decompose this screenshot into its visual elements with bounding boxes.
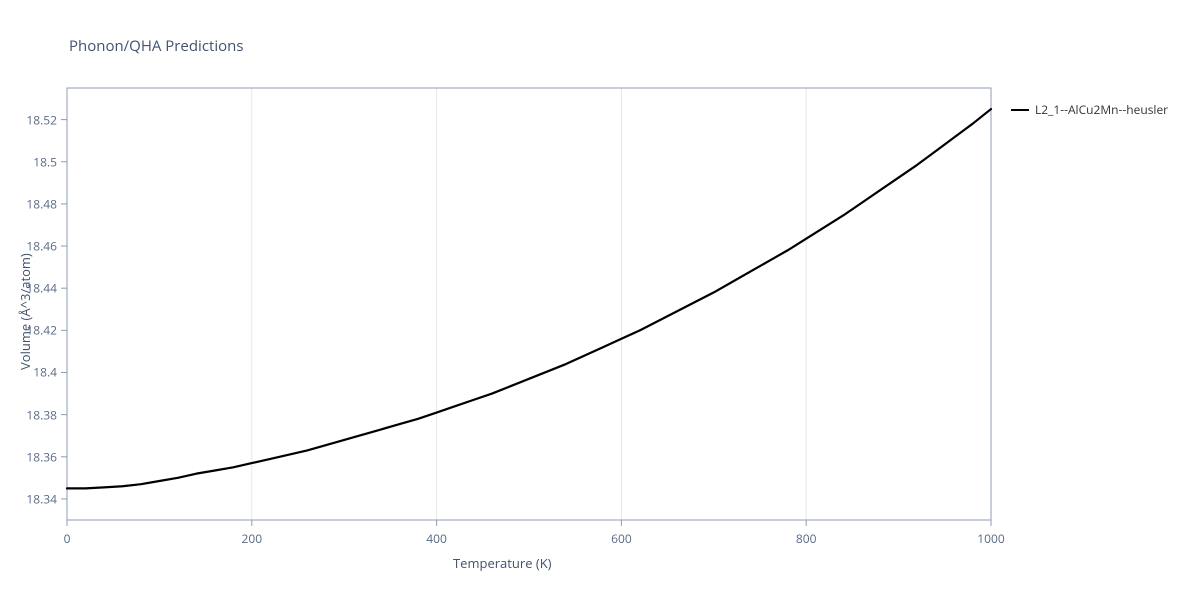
x-tick-label: 0 [64, 530, 71, 547]
y-axis-label: Volume (Å^3/atom) [16, 253, 34, 370]
chart-title: Phonon/QHA Predictions [69, 36, 244, 56]
x-axis-label: Temperature (K) [453, 554, 552, 572]
x-tick-label: 800 [796, 530, 817, 547]
y-tick-label: 18.44 [26, 280, 57, 297]
y-tick-label: 18.5 [33, 153, 57, 170]
y-tick-label: 18.34 [26, 490, 57, 507]
chart-plot-svg [59, 86, 999, 530]
chart-container: Phonon/QHA Predictions Volume (Å^3/atom)… [0, 0, 1200, 600]
x-tick-label: 200 [242, 530, 263, 547]
y-tick-label: 18.52 [26, 111, 57, 128]
y-tick-label: 18.38 [26, 406, 57, 423]
x-tick-label: 400 [426, 530, 447, 547]
x-tick-label: 600 [611, 530, 632, 547]
y-tick-label: 18.48 [26, 195, 57, 212]
y-tick-label: 18.42 [26, 322, 57, 339]
x-tick-label: 1000 [977, 530, 1004, 547]
y-tick-label: 18.46 [26, 238, 57, 255]
y-tick-label: 18.36 [26, 448, 57, 465]
legend-swatch [1011, 109, 1029, 111]
chart-legend: L2_1--AlCu2Mn--heusler [1011, 101, 1168, 118]
y-tick-label: 18.4 [33, 364, 57, 381]
legend-series-label: L2_1--AlCu2Mn--heusler [1035, 101, 1168, 118]
